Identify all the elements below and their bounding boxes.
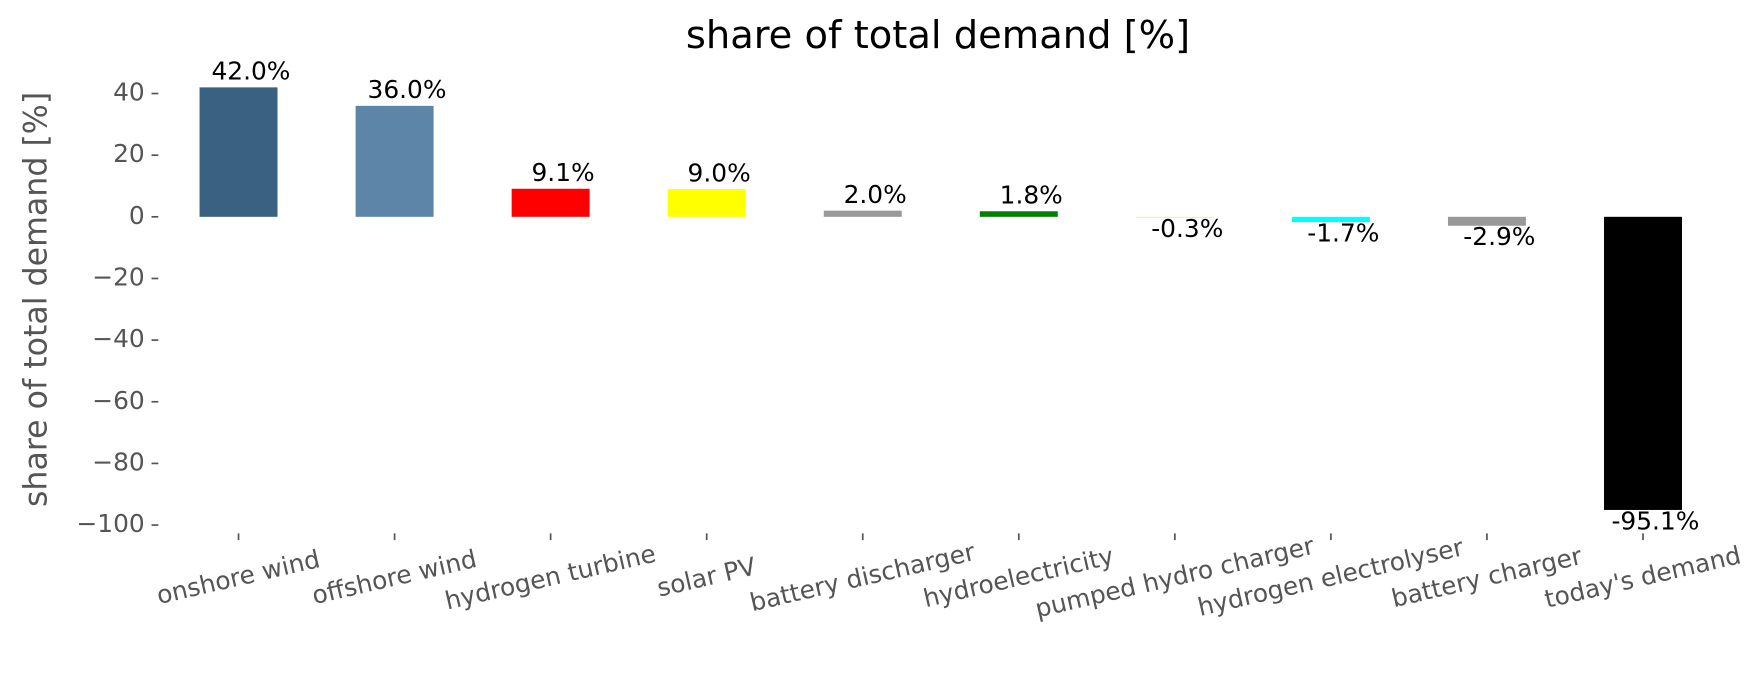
y-tick-label: −20 xyxy=(92,262,144,291)
value-label: 42.0% xyxy=(211,57,290,86)
bar xyxy=(1135,216,1214,218)
y-tick-label: 40 xyxy=(113,78,145,107)
bar xyxy=(667,189,746,217)
bar xyxy=(823,210,902,217)
value-label: 9.1% xyxy=(531,158,594,187)
x-tick-label: onshore wind xyxy=(154,544,323,610)
value-label: 9.0% xyxy=(688,158,751,187)
value-label: -95.1% xyxy=(1611,506,1699,535)
value-label: -2.9% xyxy=(1463,222,1535,251)
y-tick-label: −80 xyxy=(92,447,144,476)
y-tick-label: −40 xyxy=(92,324,144,353)
y-tick-label: −60 xyxy=(92,386,144,415)
y-tick-label: 0 xyxy=(129,201,145,230)
x-tick-label: solar PV xyxy=(654,552,758,603)
bar xyxy=(511,188,590,217)
bar xyxy=(1291,216,1370,223)
value-label: 36.0% xyxy=(368,75,447,104)
bar xyxy=(979,211,1058,217)
value-label: -1.7% xyxy=(1307,218,1379,247)
value-label: -0.3% xyxy=(1151,214,1223,243)
value-label: 2.0% xyxy=(844,180,907,209)
chart-title: share of total demand [%] xyxy=(686,13,1190,58)
y-tick-label: 20 xyxy=(113,139,145,168)
value-label: 1.8% xyxy=(1000,181,1063,210)
y-tick-label: −100 xyxy=(76,509,144,538)
bar xyxy=(1447,216,1526,226)
x-tick-label: hydrogen turbine xyxy=(442,539,658,616)
bar xyxy=(1604,216,1682,510)
bar xyxy=(199,87,278,217)
bar xyxy=(355,105,434,217)
y-axis-label: share of total demand [%] xyxy=(18,92,54,507)
